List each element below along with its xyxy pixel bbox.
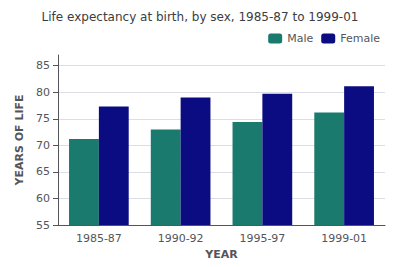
- svg-text:1995-97: 1995-97: [239, 232, 285, 245]
- svg-text:65: 65: [36, 165, 50, 178]
- svg-text:80: 80: [36, 86, 50, 99]
- svg-text:Male: Male: [287, 32, 313, 45]
- svg-text:1990-92: 1990-92: [158, 232, 204, 245]
- svg-text:1999-01: 1999-01: [321, 232, 367, 245]
- svg-text:Life expectancy at birth, by s: Life expectancy at birth, by sex, 1985-8…: [42, 10, 359, 24]
- svg-text:70: 70: [36, 139, 50, 152]
- svg-text:1985-87: 1985-87: [76, 232, 122, 245]
- svg-text:Female: Female: [340, 32, 380, 45]
- svg-text:YEARS OF LIFE: YEARS OF LIFE: [13, 94, 26, 186]
- svg-text:55: 55: [36, 219, 50, 232]
- svg-text:85: 85: [36, 59, 50, 72]
- svg-text:75: 75: [36, 112, 50, 125]
- svg-text:60: 60: [36, 192, 50, 205]
- svg-text:YEAR: YEAR: [204, 248, 238, 261]
